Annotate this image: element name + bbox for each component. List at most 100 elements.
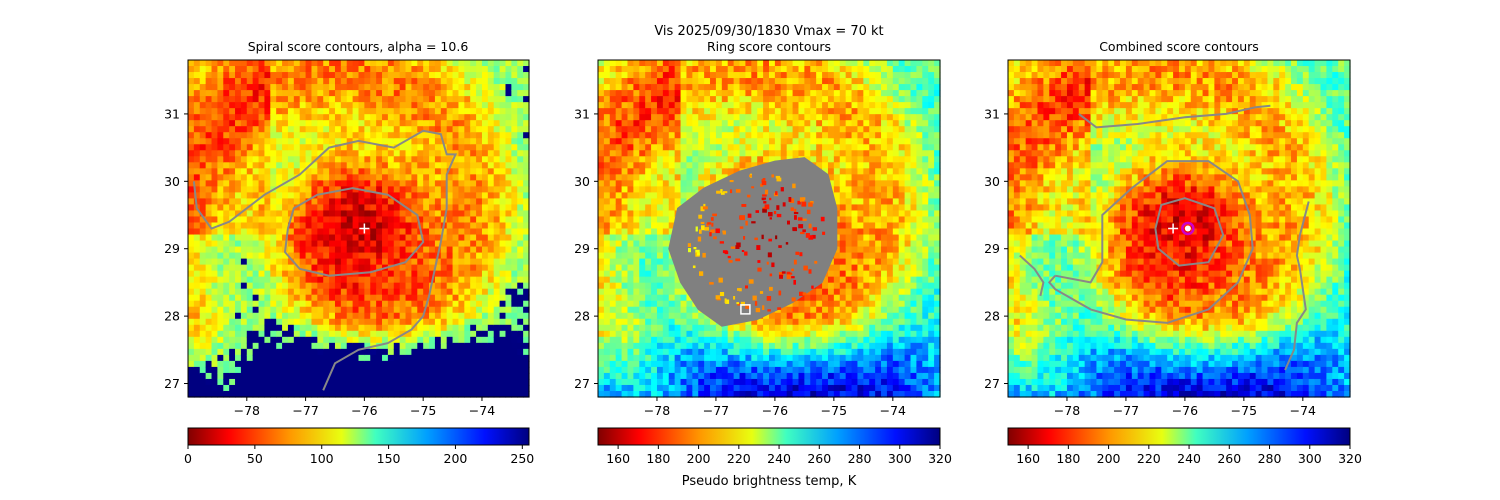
image-cell [639,222,646,230]
image-cell [323,90,330,97]
image-cell [193,306,201,314]
image-cell [323,348,330,356]
image-cell [311,132,318,139]
image-cell [329,210,336,218]
image-cell [721,366,729,374]
image-cell [615,78,623,85]
image-cell [686,372,693,380]
image-cell [674,198,682,206]
image-cell [721,126,729,133]
image-cell [329,60,336,67]
image-cell [499,234,507,242]
image-cell [674,138,682,145]
image-cell [193,186,201,193]
image-cell [193,72,201,79]
image-cell [493,150,501,157]
image-cell [645,138,652,145]
image-cell [662,156,670,163]
image-cell [240,216,248,224]
image-cell [721,114,729,121]
image-cell [352,324,360,332]
image-cell [264,174,271,181]
image-cell [217,276,224,284]
image-cell [188,60,195,67]
image-cell [293,276,301,284]
image-cell [229,336,236,344]
image-cell [704,168,711,175]
image-cell [505,138,512,145]
image-cell [352,204,360,212]
image-cell [193,210,201,218]
image-cell [282,324,289,332]
image-cell [645,66,652,73]
image-cell [621,102,629,109]
image-cell [246,258,254,266]
image-cell [639,330,646,338]
image-cell [429,138,436,145]
image-cell [299,96,307,103]
image-cell [458,270,465,278]
image-cell [217,72,224,79]
image-cell [440,354,448,362]
image-cell [458,354,465,362]
image-cell [299,306,307,314]
image-cell [511,378,518,386]
image-cell [603,150,611,157]
image-cell [739,150,747,157]
image-cell [217,102,224,109]
image-cell [505,168,512,175]
image-cell [329,306,336,314]
image-cell [429,270,436,278]
image-cell [603,330,611,338]
image-cell [252,228,260,236]
image-cell [674,186,682,193]
image-cell [382,162,389,169]
image-cell [464,192,471,200]
image-cell [698,78,705,85]
image-cell [382,372,389,380]
image-cell [481,198,489,206]
image-cell [393,90,401,97]
image-cell [340,264,348,272]
image-cell [329,120,336,127]
image-cell [334,354,342,362]
image-cell [193,318,201,326]
image-cell [739,84,747,91]
image-cell [523,144,530,151]
image-cell [452,306,460,314]
image-cell [323,138,330,145]
image-cell [609,312,617,320]
image-cell [188,84,195,91]
image-cell [217,150,224,157]
image-cell [193,264,201,272]
image-cell [505,240,512,248]
image-cell [458,162,465,169]
image-cell [352,192,360,200]
image-cell [745,354,752,362]
image-cell [317,144,324,151]
image-cell [293,270,301,278]
image-cell [305,360,313,368]
image-cell [633,216,640,224]
image-cell [715,108,723,115]
image-cell [376,168,383,175]
image-cell [334,102,342,109]
image-cell [627,168,634,175]
image-cell [517,390,524,398]
image-cell [692,360,699,368]
image-cell [217,336,224,344]
image-cell [698,318,705,326]
image-cell [621,258,629,266]
image-cell [458,108,465,115]
image-cell [446,276,454,284]
image-cell [452,120,460,127]
image-cell [698,384,705,392]
image-cell [340,246,348,254]
image-cell [645,180,652,187]
image-cell [240,60,248,67]
image-cell [370,78,377,85]
image-cell [311,210,318,218]
image-cell [293,390,301,398]
image-cell [615,90,623,97]
image-cell [311,282,318,290]
